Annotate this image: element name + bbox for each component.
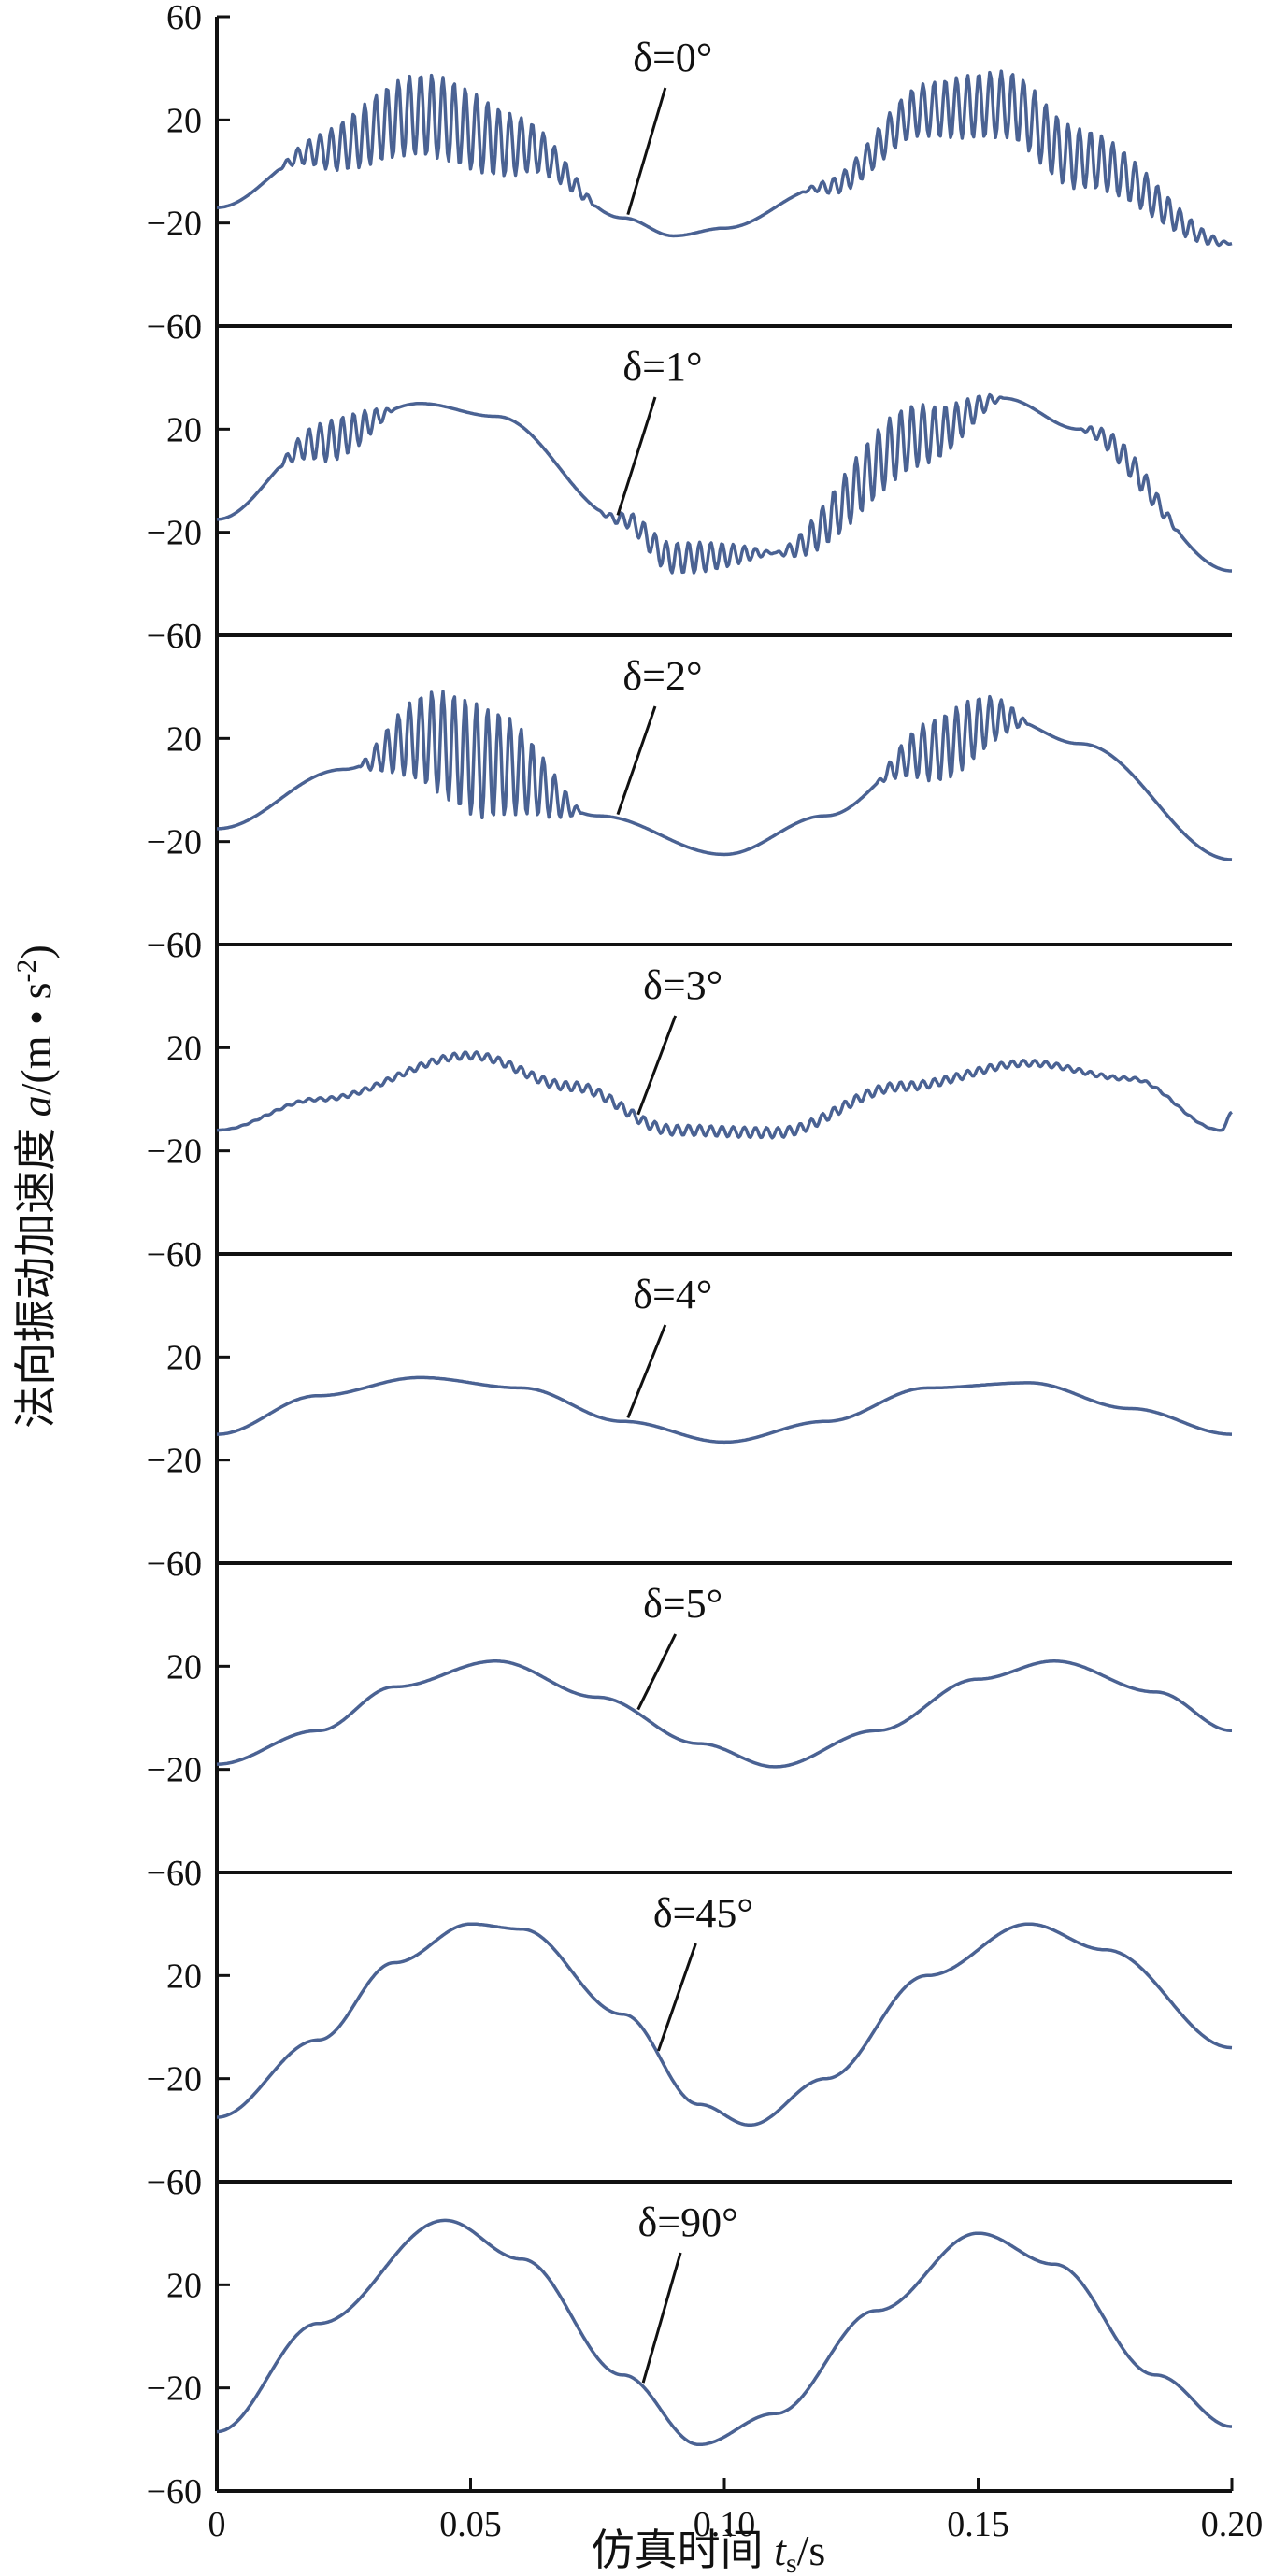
panel-label: δ=2° xyxy=(622,653,702,699)
label-leader-line xyxy=(626,87,667,216)
panel-4: 60 20 −20 −60 δ=3° xyxy=(147,926,1233,1274)
label-leader-line xyxy=(626,1324,667,1418)
y-tick-label: 60 xyxy=(166,0,202,37)
y-tick-label: −20 xyxy=(147,823,202,862)
y-tick-label: 60 xyxy=(166,926,202,965)
y-tick-label: −20 xyxy=(147,1132,202,1172)
x-tick-label: 0.20 xyxy=(1201,2505,1264,2544)
label-leader-line xyxy=(616,705,657,816)
panel-8: 60 20 −20 −60 δ=90° xyxy=(147,2163,1233,2512)
y-tick-label: 20 xyxy=(166,2266,202,2305)
series-line xyxy=(216,1050,1233,1140)
y-tick-label: −60 xyxy=(147,1854,202,1893)
y-tick-label: 20 xyxy=(166,1957,202,1996)
label-leader-line xyxy=(641,2252,682,2384)
y-tick-label: 20 xyxy=(166,101,202,140)
panel-label: δ=5° xyxy=(643,1581,722,1627)
series-line xyxy=(216,69,1233,248)
label-leader-line xyxy=(636,1633,678,1711)
y-tick-label: 60 xyxy=(166,1235,202,1274)
series-line xyxy=(216,1922,1233,2128)
y-tick-label: −20 xyxy=(147,2060,202,2099)
panel-6: 60 20 −20 −60 δ=5° xyxy=(147,1544,1233,1893)
y-tick-label: −20 xyxy=(147,1751,202,1790)
panel-3: 60 20 −20 −60 δ=2° xyxy=(147,617,1233,965)
panel-7: 60 20 −20 −60 δ=45° xyxy=(147,1854,1233,2202)
panel-5: 60 20 −20 −60 δ=4° xyxy=(147,1235,1233,1584)
y-tick-label: −20 xyxy=(147,205,202,244)
x-tick-label: 0.10 xyxy=(694,2505,756,2544)
y-tick-label: −20 xyxy=(147,2370,202,2409)
series-line xyxy=(216,392,1233,575)
series-line xyxy=(216,2218,1233,2447)
x-axis-title: 仿真时间 ts/s xyxy=(592,2526,826,2576)
y-tick-label: 60 xyxy=(166,1544,202,1584)
x-tick-label: 0 xyxy=(208,2505,226,2544)
label-leader-line xyxy=(656,1943,697,2052)
panel-label: δ=1° xyxy=(622,344,702,390)
y-tick-label: 20 xyxy=(166,719,202,759)
x-tick-label: 0.05 xyxy=(439,2505,502,2544)
y-tick-label: −20 xyxy=(147,514,202,553)
panel-label: δ=4° xyxy=(633,1272,712,1317)
panel-1: 60 20 −20 −60 δ=0° xyxy=(147,0,1233,347)
y-tick-label: −60 xyxy=(147,617,202,656)
y-tick-label: −60 xyxy=(147,926,202,965)
label-leader-line xyxy=(616,396,657,516)
y-tick-label: −60 xyxy=(147,2472,202,2512)
panel-2: 60 20 −20 −60 δ=1° xyxy=(147,307,1233,656)
y-tick-label: −20 xyxy=(147,1442,202,1481)
panel-label: δ=90° xyxy=(638,2199,738,2245)
y-tick-label: −60 xyxy=(147,307,202,347)
panels-layer: 60 20 −20 −60 δ=0° 60 20 −20 −60 δ=1° 60 20 −20 −60 δ=… xyxy=(147,0,1233,2512)
y-tick-label: −60 xyxy=(147,2163,202,2202)
panel-label: δ=45° xyxy=(653,1890,753,1936)
y-tick-label: 60 xyxy=(166,307,202,347)
series-line xyxy=(216,690,1233,861)
series-line xyxy=(216,1659,1233,1769)
y-axis-title: 法向振动加速度 a/(m • s-2) xyxy=(11,945,60,1429)
series-line xyxy=(216,1375,1233,1445)
label-leader-line xyxy=(636,1015,678,1116)
panel-label: δ=3° xyxy=(643,962,722,1008)
y-tick-label: 20 xyxy=(166,410,202,449)
x-axis: 0 0.05 0.10 0.15 0.20 xyxy=(208,2478,1264,2544)
y-tick-label: −60 xyxy=(147,1544,202,1584)
y-tick-label: −60 xyxy=(147,1235,202,1274)
y-tick-label: 20 xyxy=(166,1338,202,1377)
y-tick-label: 20 xyxy=(166,1647,202,1686)
y-tick-label: 20 xyxy=(166,1029,202,1068)
y-tick-label: 60 xyxy=(166,617,202,656)
y-tick-label: 60 xyxy=(166,2163,202,2202)
x-tick-label: 0.15 xyxy=(947,2505,1009,2544)
y-tick-label: 60 xyxy=(166,1854,202,1893)
panel-label: δ=0° xyxy=(633,35,712,80)
